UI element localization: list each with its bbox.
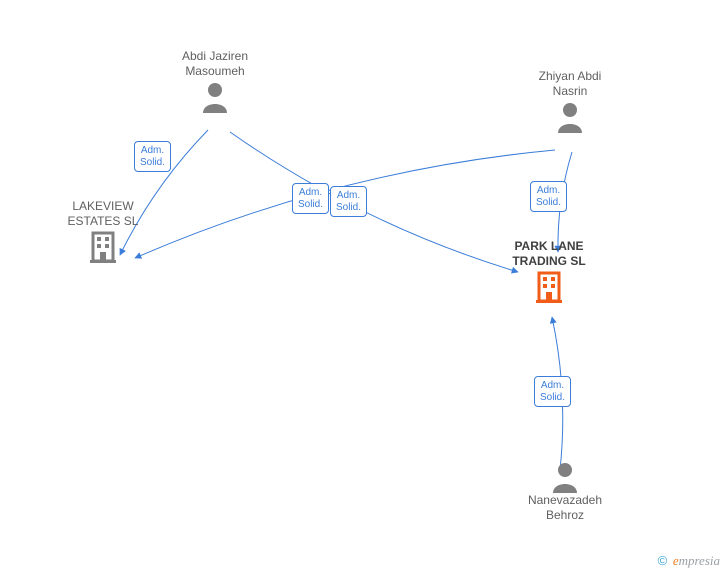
node-label: Zhiyan Abdi Nasrin (515, 69, 625, 99)
node-label: PARK LANE TRADING SL (494, 239, 604, 269)
copyright-symbol: © (658, 553, 668, 568)
person-icon (550, 461, 580, 493)
building-icon (88, 231, 118, 263)
node-p1[interactable]: Abdi Jaziren Masoumeh (160, 49, 270, 113)
node-p3[interactable]: Nanevazadeh Behroz (510, 459, 620, 523)
person-icon (200, 81, 230, 113)
brand-rest: mpresia (679, 553, 720, 568)
edge-label-p3-c2: Adm. Solid. (534, 376, 571, 407)
edge-p1-c2 (230, 132, 518, 272)
edge-label-p1-c2: Adm. Solid. (292, 183, 329, 214)
footer-watermark: © empresia (658, 553, 720, 569)
node-label: Abdi Jaziren Masoumeh (160, 49, 270, 79)
node-label: Nanevazadeh Behroz (510, 493, 620, 523)
node-c1[interactable]: LAKEVIEW ESTATES SL (48, 199, 158, 263)
edge-label-p1-c1: Adm. Solid. (134, 141, 171, 172)
node-p2[interactable]: Zhiyan Abdi Nasrin (515, 69, 625, 133)
node-label: LAKEVIEW ESTATES SL (48, 199, 158, 229)
building-icon (534, 271, 564, 303)
edge-label-p2-c1: Adm. Solid. (330, 186, 367, 217)
person-icon (555, 101, 585, 133)
diagram-canvas: Abdi Jaziren Masoumeh Zhiyan Abdi Nasrin… (0, 0, 728, 575)
edge-label-p2-c2: Adm. Solid. (530, 181, 567, 212)
node-c2[interactable]: PARK LANE TRADING SL (494, 239, 604, 303)
